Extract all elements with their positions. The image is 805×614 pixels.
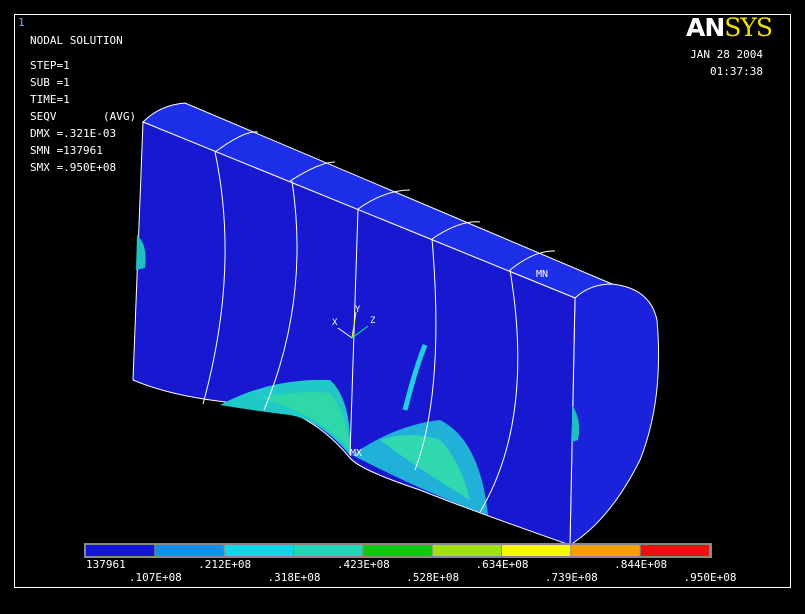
top-section-line (214, 131, 556, 271)
legend-swatch (224, 545, 293, 556)
legend-label: .423E+08 (337, 558, 390, 571)
end-face (569, 283, 660, 546)
triad-y (351, 311, 357, 339)
legend-label: .212E+08 (198, 558, 251, 571)
section-line (414, 238, 437, 471)
section-line (349, 208, 359, 456)
stress-patch (136, 235, 146, 270)
top-face (142, 102, 614, 299)
legend-swatch (640, 545, 709, 556)
legend-label: 137961 (86, 558, 126, 571)
stress-patch (380, 435, 470, 500)
section-line (202, 151, 226, 405)
date: JAN 28 2004 (690, 48, 763, 61)
legend-swatch (86, 545, 155, 556)
section-line (479, 269, 519, 513)
legend: 137961.107E+08 .212E+08 .318E+08 .423E+08 .5… (84, 543, 736, 584)
section-lines (202, 131, 556, 513)
legend-swatch (155, 545, 224, 556)
stress-patch (572, 405, 580, 442)
legend-swatch (363, 545, 432, 556)
triad-x (337, 327, 353, 339)
info-line: TIME=1 (30, 93, 70, 106)
legend-label: .950E+08 (684, 571, 737, 584)
info-stat: DMX =.321E-03 (30, 127, 116, 140)
logo-part: AN (686, 13, 724, 42)
legend-label: .528E+08 (406, 571, 459, 584)
legend-label: .107E+08 (129, 571, 182, 584)
model (132, 102, 660, 546)
legend-label: .318E+08 (268, 571, 321, 584)
triad: X Y Z (332, 305, 376, 339)
info-line: STEP=1 (30, 59, 70, 72)
legend-label: .634E+08 (476, 558, 529, 571)
info-title: NODAL SOLUTION (30, 34, 123, 47)
frame (14, 14, 791, 588)
window-number: 1 (18, 16, 25, 29)
info-stat: SMN =137961 (30, 144, 103, 157)
legend-swatch (502, 545, 571, 556)
info-result-avg: (AVG) (103, 110, 136, 123)
stress-patch (402, 344, 428, 411)
logo: ANSYS (686, 13, 772, 42)
time: 01:37:38 (710, 65, 763, 78)
legend-label: .739E+08 (545, 571, 598, 584)
triad-label: Z (370, 316, 376, 326)
min-marker: MN (536, 269, 548, 280)
legend-swatch (294, 545, 363, 556)
triad-label: X (332, 318, 338, 328)
max-marker: MX (350, 448, 362, 459)
legend-label: .844E+08 (614, 558, 667, 571)
legend-swatch (571, 545, 640, 556)
info-stat: SMX =.950E+08 (30, 161, 116, 174)
triad-label: Y (355, 305, 361, 315)
stress-patch (260, 392, 350, 450)
section-line (263, 180, 298, 411)
triad-z (351, 325, 369, 339)
logo-part: SYS (724, 13, 772, 42)
info-line: SUB =1 (30, 76, 70, 89)
legend-swatch (432, 545, 501, 556)
info-result: SEQV (30, 110, 57, 123)
